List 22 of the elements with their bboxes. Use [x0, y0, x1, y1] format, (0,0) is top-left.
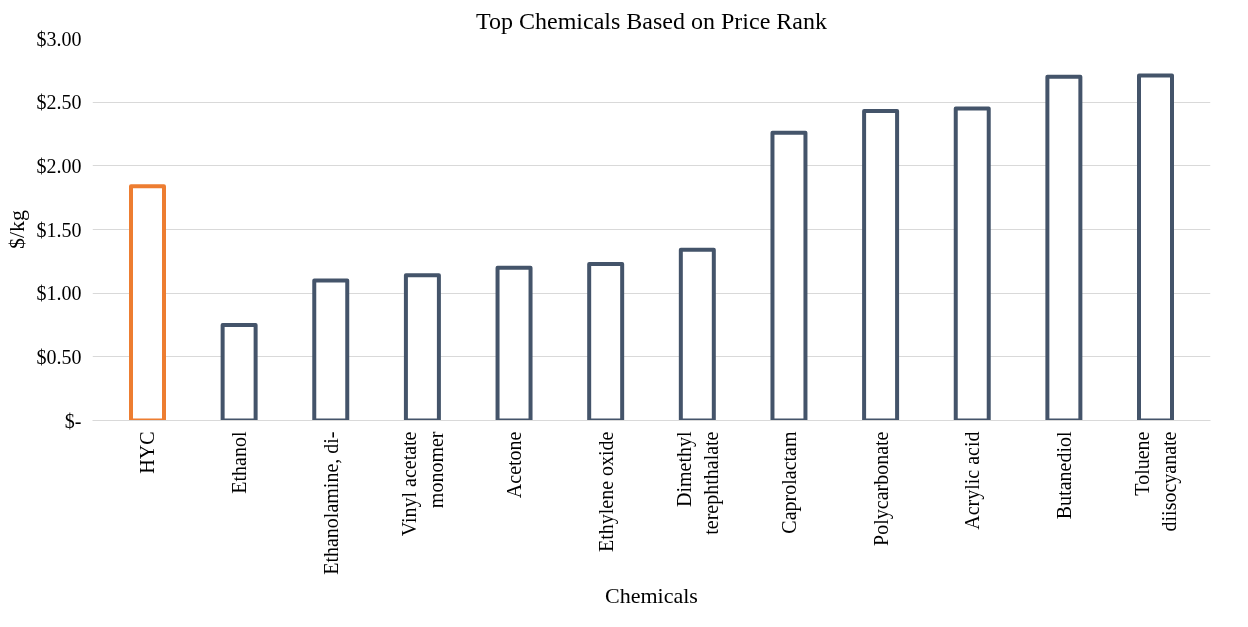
chart-title: Top Chemicals Based on Price Rank — [476, 7, 827, 34]
x-tick-label: Acetone — [503, 431, 526, 499]
x-tick-label: HYC — [136, 431, 159, 474]
y-axis-title: $/kg — [3, 209, 29, 250]
x-tick-label: Ethanol — [228, 431, 251, 494]
y-tick-label: $2.00 — [36, 154, 82, 177]
x-tick-label: Ethylene oxide — [594, 431, 618, 553]
x-axis-title: Chemicals — [605, 582, 698, 608]
x-tick-label: Dimethyl terephthalate — [673, 431, 723, 535]
x-tick-label: Vinyl acetate monomer — [398, 431, 447, 537]
x-tick-label: Butanediol — [1052, 431, 1075, 520]
y-tick-label: $1.00 — [36, 282, 82, 305]
y-tick-label: $- — [64, 409, 82, 432]
y-tick-label: $0.50 — [36, 345, 82, 368]
x-tick-label: Ethanolamine, di- — [319, 431, 342, 575]
x-tick-label: Acrylic acid — [961, 431, 985, 530]
x-tick-label: Toluene diisocyanate — [1131, 431, 1181, 532]
x-tick-label: Caprolactam — [777, 431, 801, 534]
y-tick-label: $2.50 — [36, 91, 82, 114]
y-tick-label: $3.00 — [36, 27, 82, 50]
x-tick-label: Polycarbonate — [869, 431, 893, 546]
y-tick-label: $1.50 — [36, 218, 82, 241]
